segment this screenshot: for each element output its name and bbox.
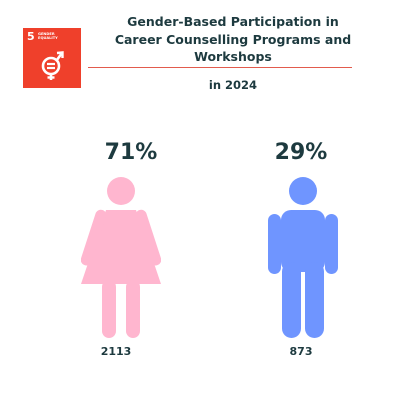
sdg-5-badge: 5 GENDER EQUALITY bbox=[23, 28, 81, 88]
men-percent-label: 29% bbox=[274, 140, 328, 165]
men-figure-right-arm bbox=[325, 214, 338, 274]
men-figure-left-leg bbox=[282, 262, 301, 338]
women-figure-left-leg bbox=[102, 280, 116, 338]
men-figure-left-arm bbox=[268, 214, 281, 274]
gender-equality-icon bbox=[41, 51, 64, 80]
chart-subtitle: in 2024 bbox=[208, 78, 258, 92]
women-figure bbox=[81, 177, 161, 338]
sdg-number: 5 bbox=[27, 30, 35, 43]
men-count-label: 873 bbox=[289, 345, 313, 358]
women-percent-label: 71% bbox=[104, 140, 158, 165]
women-figure-left-arm bbox=[81, 209, 107, 266]
men-figure-torso bbox=[281, 210, 325, 272]
women-figure-head bbox=[107, 177, 135, 205]
chart-title: Gender-Based Participation in Career Cou… bbox=[114, 14, 352, 64]
men-figure bbox=[268, 177, 338, 338]
men-figure-right-leg bbox=[305, 262, 324, 338]
title-divider bbox=[88, 67, 352, 68]
women-count-label: 2113 bbox=[100, 345, 132, 358]
sdg-label: GENDER EQUALITY bbox=[38, 32, 58, 41]
women-figure-right-arm bbox=[135, 209, 161, 266]
men-figure-head bbox=[289, 177, 317, 205]
women-figure-right-leg bbox=[126, 280, 140, 338]
